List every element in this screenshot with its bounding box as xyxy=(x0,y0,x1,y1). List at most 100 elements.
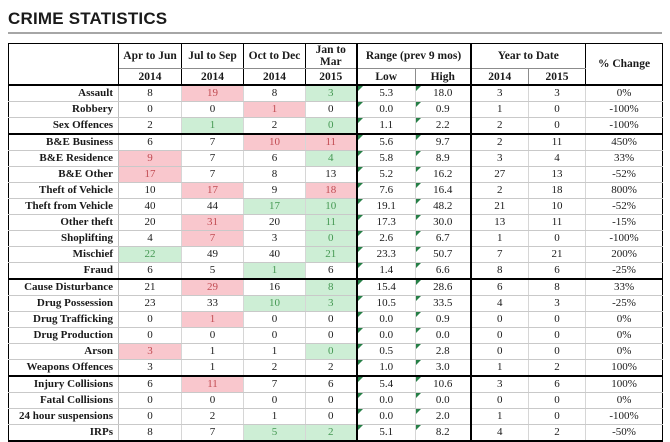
cell-error-indicator-icon xyxy=(416,183,421,188)
row-label: B&E Other xyxy=(8,166,119,183)
quarter-value-cell: 0 xyxy=(243,392,306,409)
quarter-value-cell: 7 xyxy=(181,230,244,247)
quarter-value-cell: 13 xyxy=(305,166,358,183)
cell-error-indicator-icon xyxy=(416,377,421,382)
pct-change-cell: 100% xyxy=(585,376,663,393)
cell-value: 10.5 xyxy=(376,297,396,309)
ytd-value-cell: 0 xyxy=(528,392,587,409)
row-label: Theft of Vehicle xyxy=(8,182,119,199)
quarter-value-cell: 4 xyxy=(305,150,358,167)
quarter-value-cell: 0 xyxy=(243,327,306,344)
ytd-value-cell: 3 xyxy=(528,295,587,312)
range-high-cell: 50.7 xyxy=(415,246,472,263)
quarter-value-cell: 4 xyxy=(118,230,182,247)
quarter-value-cell: 0 xyxy=(181,101,244,118)
quarter-value-cell: 5 xyxy=(181,262,244,280)
quarter-value-cell: 2 xyxy=(118,117,182,135)
quarter-value-cell: 17 xyxy=(243,198,306,215)
cell-error-indicator-icon xyxy=(416,215,421,220)
cell-value: 5.4 xyxy=(379,378,394,390)
quarter-value-cell: 0 xyxy=(305,230,358,247)
range-high-cell: 6.7 xyxy=(415,230,472,247)
pct-change-cell: -25% xyxy=(585,262,663,280)
row-label: Drug Possession xyxy=(8,295,119,312)
range-low-cell: 15.4 xyxy=(356,279,416,296)
ytd-value-cell: 0 xyxy=(470,327,530,344)
cell-error-indicator-icon xyxy=(416,393,421,398)
ytd-value-cell: 8 xyxy=(528,279,587,296)
cell-value: 28.6 xyxy=(433,281,453,293)
row-label: Sex Offences xyxy=(8,117,119,135)
row-label: Fraud xyxy=(8,262,119,280)
cell-value: 1.4 xyxy=(379,264,394,276)
ytd-value-cell: 27 xyxy=(470,166,530,183)
cell-value: 0.0 xyxy=(435,329,450,341)
cell-error-indicator-icon xyxy=(357,312,363,317)
cell-error-indicator-icon xyxy=(357,409,363,414)
cell-error-indicator-icon xyxy=(416,344,421,349)
col-header-q2-period: Jul to Sep xyxy=(181,43,244,69)
table-row: IRPs 8 7 5 2 5.1 8.2 4 2 -50% xyxy=(8,424,663,442)
title-divider xyxy=(8,32,662,34)
cell-error-indicator-icon xyxy=(416,135,421,140)
quarter-value-cell: 10 xyxy=(305,198,358,215)
ytd-value-cell: 7 xyxy=(470,246,530,263)
cell-value: 5.1 xyxy=(379,426,394,438)
cell-value: 5.6 xyxy=(379,136,394,148)
quarter-value-cell: 0 xyxy=(305,392,358,409)
col-header-q3-period: Oct to Dec xyxy=(243,43,306,69)
ytd-value-cell: 3 xyxy=(470,85,530,102)
ytd-value-cell: 0 xyxy=(528,311,587,328)
row-label: Assault xyxy=(8,85,119,102)
quarter-value-cell: 2 xyxy=(305,359,358,377)
range-low-cell: 2.6 xyxy=(356,230,416,247)
col-header-ytd-2015: 2015 xyxy=(528,68,586,86)
ytd-value-cell: 0 xyxy=(470,343,530,360)
cell-value: 3.0 xyxy=(435,361,450,373)
ytd-value-cell: 2 xyxy=(470,182,530,199)
pct-change-cell: -52% xyxy=(585,166,663,183)
row-label: Other theft xyxy=(8,214,119,231)
range-high-cell: 9.7 xyxy=(415,134,472,151)
cell-value: 0.0 xyxy=(379,394,394,406)
range-high-cell: 48.2 xyxy=(415,198,472,215)
quarter-value-cell: 2 xyxy=(243,117,306,135)
cell-value: 2.0 xyxy=(435,410,450,422)
range-high-cell: 18.0 xyxy=(415,85,472,102)
table-row: Fatal Collisions 0 0 0 0 0.0 0.0 0 0 0% xyxy=(8,392,663,409)
row-label: Arson xyxy=(8,343,119,360)
cell-value: 1.1 xyxy=(379,119,394,131)
quarter-value-cell: 20 xyxy=(118,214,182,231)
quarter-value-cell: 0 xyxy=(305,343,358,360)
ytd-value-cell: 3 xyxy=(528,85,587,102)
cell-value: 0.0 xyxy=(379,329,394,341)
ytd-value-cell: 0 xyxy=(528,117,587,135)
cell-error-indicator-icon xyxy=(357,360,363,365)
quarter-value-cell: 3 xyxy=(118,343,182,360)
cell-value: 48.2 xyxy=(433,200,453,212)
pct-change-cell: 33% xyxy=(585,279,663,296)
col-header-q2-year: 2014 xyxy=(181,68,244,86)
col-header-q4-year: 2015 xyxy=(305,68,358,86)
cell-value: 6.6 xyxy=(435,264,450,276)
quarter-value-cell: 11 xyxy=(305,134,358,151)
cell-error-indicator-icon xyxy=(357,296,363,301)
quarter-value-cell: 0 xyxy=(118,311,182,328)
col-header-q3-year: 2014 xyxy=(243,68,306,86)
range-high-cell: 2.0 xyxy=(415,408,472,425)
quarter-value-cell: 1 xyxy=(243,408,306,425)
cell-error-indicator-icon xyxy=(357,425,363,430)
range-high-cell: 6.6 xyxy=(415,262,472,280)
quarter-value-cell: 3 xyxy=(305,85,358,102)
cell-error-indicator-icon xyxy=(416,151,421,156)
cell-error-indicator-icon xyxy=(357,328,363,333)
cell-error-indicator-icon xyxy=(357,263,363,268)
cell-value: 5.2 xyxy=(379,168,394,180)
cell-value: 10.6 xyxy=(433,378,453,390)
pct-change-cell: -25% xyxy=(585,295,663,312)
col-header-q1-period: Apr to Jun xyxy=(118,43,182,69)
quarter-value-cell: 0 xyxy=(118,408,182,425)
table-row: B&E Residence 9 7 6 4 5.8 8.9 3 4 33% xyxy=(8,150,663,167)
quarter-value-cell: 40 xyxy=(243,246,306,263)
